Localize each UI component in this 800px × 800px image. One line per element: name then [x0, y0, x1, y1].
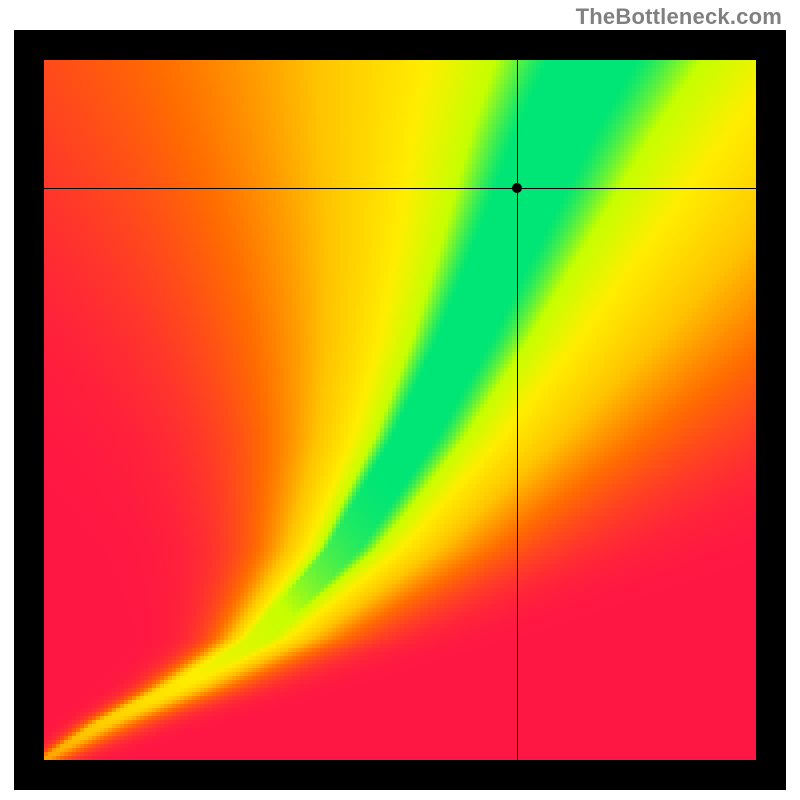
watermark-text: TheBottleneck.com [576, 4, 782, 30]
plot-frame [14, 30, 786, 790]
crosshair-horizontal [44, 188, 756, 189]
crosshair-vertical [517, 60, 518, 760]
plot-area [44, 60, 756, 760]
heatmap-canvas [44, 60, 756, 760]
root-container: TheBottleneck.com [0, 0, 800, 800]
crosshair-dot [512, 183, 522, 193]
